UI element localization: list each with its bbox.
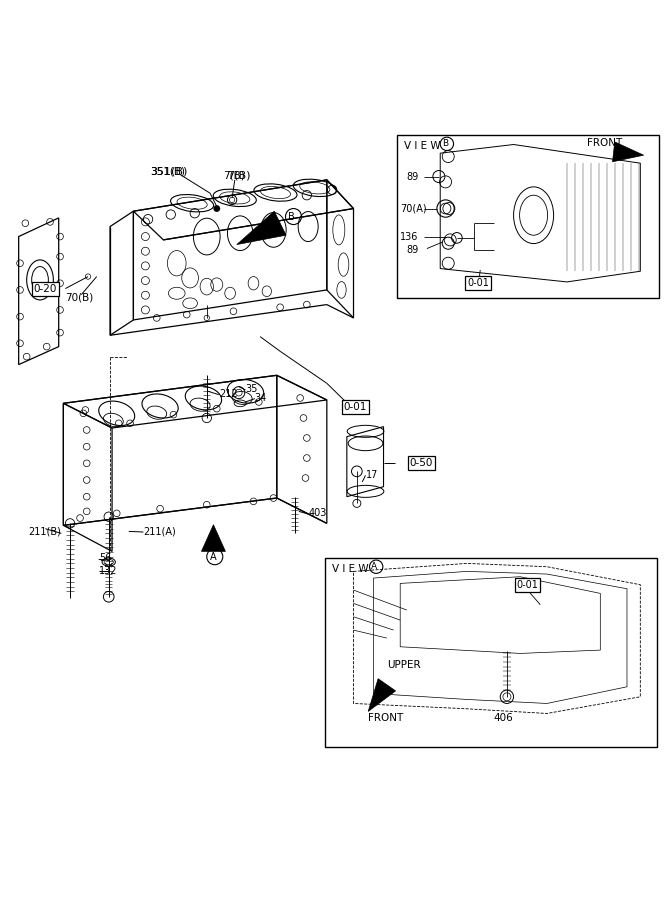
Text: 403: 403 xyxy=(308,508,327,518)
Text: 0-01: 0-01 xyxy=(344,401,368,411)
Text: 34: 34 xyxy=(255,393,267,403)
Text: A: A xyxy=(371,562,378,572)
Text: 35: 35 xyxy=(245,383,258,393)
Text: 0-01: 0-01 xyxy=(517,580,538,590)
Text: 0-01: 0-01 xyxy=(468,278,489,288)
Polygon shape xyxy=(368,679,396,712)
Text: 406: 406 xyxy=(494,713,514,723)
Text: 211(A): 211(A) xyxy=(143,526,176,536)
Text: FRONT: FRONT xyxy=(587,139,622,148)
Text: 17: 17 xyxy=(366,471,378,481)
Text: 211(B): 211(B) xyxy=(28,526,61,536)
Text: 70(B): 70(B) xyxy=(65,292,93,303)
Text: B: B xyxy=(288,212,295,221)
Text: 89: 89 xyxy=(407,245,419,255)
Polygon shape xyxy=(612,142,644,162)
Text: 56: 56 xyxy=(99,554,111,563)
Text: 70(A): 70(A) xyxy=(400,203,427,213)
Text: A: A xyxy=(209,552,216,562)
Circle shape xyxy=(213,205,220,212)
Text: UPPER: UPPER xyxy=(387,660,420,670)
Text: 136: 136 xyxy=(400,231,419,241)
Bar xyxy=(325,558,657,747)
Text: 7(B): 7(B) xyxy=(223,170,245,180)
Text: 0-20: 0-20 xyxy=(33,284,57,293)
Text: FRONT: FRONT xyxy=(368,713,404,723)
Polygon shape xyxy=(237,212,286,245)
Text: 351(B): 351(B) xyxy=(150,166,185,177)
Text: 132: 132 xyxy=(99,566,117,576)
Text: 7(B): 7(B) xyxy=(227,170,250,180)
Polygon shape xyxy=(201,525,225,552)
Text: B: B xyxy=(442,140,448,148)
Text: V I E W: V I E W xyxy=(332,563,369,573)
Text: 0-50: 0-50 xyxy=(410,458,434,468)
Text: 351(B): 351(B) xyxy=(150,166,187,177)
Bar xyxy=(397,135,659,298)
Text: 212: 212 xyxy=(219,389,237,399)
Text: V I E W: V I E W xyxy=(404,140,440,151)
Text: 89: 89 xyxy=(407,172,419,182)
